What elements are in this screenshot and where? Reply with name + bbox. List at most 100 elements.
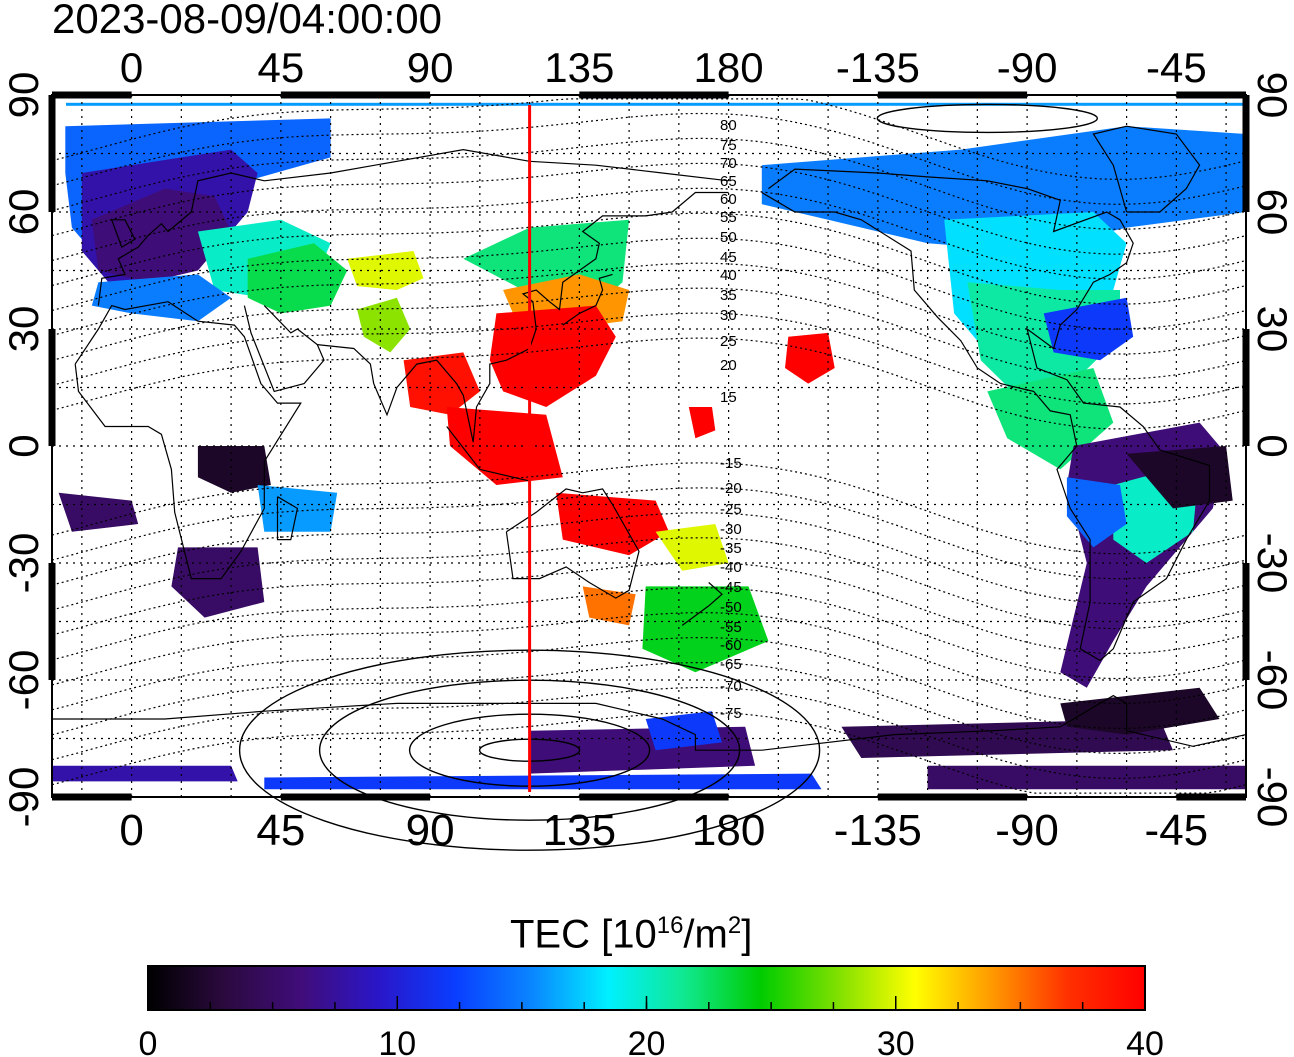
axis-tick-labels: 0 0 45 45 90 90 135 135 180 180 -135 -135 -90 -90 -45 -… (0, 44, 1294, 855)
x-tick-label-bottom: 45 (256, 806, 305, 855)
tec-patch (264, 773, 822, 790)
tec-patch (1126, 446, 1233, 509)
contour-label: -75 (720, 705, 742, 722)
contour-label: -20 (720, 480, 742, 497)
colorbar-tick-label: 10 (378, 1025, 416, 1057)
x-tick-label-bottom: 0 (119, 806, 143, 855)
contour-label: -25 (720, 501, 742, 518)
y-tick-label-left: -30 (0, 533, 47, 594)
contour-label: 65 (720, 173, 737, 190)
contour-label: -35 (720, 540, 742, 557)
contour-label: 45 (720, 249, 737, 266)
tec-patch (52, 765, 238, 782)
graticule (52, 95, 1246, 797)
contour-label: 55 (720, 209, 737, 226)
contour-label: 25 (720, 333, 737, 350)
y-tick-label-right: -30 (1249, 533, 1294, 594)
colorbar-tick-label: 0 (139, 1025, 158, 1057)
contour-label: -70 (720, 678, 742, 695)
coastline (761, 168, 1211, 662)
tec-patch (987, 368, 1114, 470)
contour-label: 30 (720, 307, 737, 324)
tec-patch (91, 188, 232, 283)
tec-patch (642, 586, 769, 673)
x-tick-label-bottom: -135 (834, 806, 922, 855)
x-tick-label-top: -135 (836, 44, 920, 91)
colorbar: 0 10 20 30 40 (139, 965, 1164, 1057)
coastline (74, 301, 302, 580)
colorbar-tick-label: 20 (628, 1025, 666, 1057)
tec-patch (655, 524, 729, 571)
colorbar-tick-label: 30 (877, 1025, 915, 1057)
y-tick-label-right: 60 (1249, 189, 1294, 236)
x-tick-label-bottom: 180 (692, 806, 765, 855)
contour-label: -55 (720, 619, 742, 636)
x-tick-label-top: -90 (997, 44, 1058, 91)
y-tick-label-right: 0 (1249, 434, 1294, 457)
contour-label: -65 (720, 656, 742, 673)
coastline (276, 496, 299, 541)
contour-label: -15 (720, 455, 742, 472)
contour-line (876, 103, 1098, 134)
contour-label: 50 (720, 229, 737, 246)
contour-label: -50 (720, 599, 742, 616)
x-tick-label-top: 135 (544, 44, 614, 91)
tec-patch (66, 102, 1246, 106)
coastline (1092, 125, 1201, 213)
coastline (681, 582, 723, 626)
map-frame (48, 91, 1250, 801)
tec-patch (403, 352, 480, 415)
y-tick-label-left: 60 (0, 189, 47, 236)
tec-patch (688, 407, 716, 439)
tec-patches (52, 102, 1246, 790)
colorbar-title-unit: /m (683, 912, 728, 957)
coastline (52, 694, 1247, 751)
contour-label: 70 (720, 155, 737, 172)
y-tick-label-right: 30 (1249, 306, 1294, 353)
tec-patch (489, 305, 616, 407)
coastline (243, 305, 325, 393)
tec-patch (357, 297, 411, 353)
contour-label: -60 (720, 637, 742, 654)
contour-label: 75 (720, 137, 737, 154)
coastline (505, 488, 640, 599)
tec-patch (171, 547, 265, 618)
contour-label: 20 (720, 357, 737, 374)
x-tick-label-top: 0 (120, 44, 143, 91)
y-tick-label-left: -90 (0, 767, 47, 828)
tec-patch (58, 492, 139, 532)
tec-patch (645, 711, 722, 751)
coastlines (52, 125, 1247, 751)
colorbar-title: TEC [1016/m2] (510, 903, 752, 957)
x-tick-label-top: 180 (694, 44, 764, 91)
tec-patch (1060, 687, 1220, 735)
tec-patch (197, 446, 271, 493)
colorbar-title-exponent: 16 (656, 912, 684, 939)
x-tick-label-top: 90 (407, 44, 454, 91)
tec-patch (1066, 477, 1127, 548)
tec-patch (347, 251, 424, 290)
contour-label: -30 (720, 521, 742, 538)
tec-patch (91, 274, 232, 322)
tec-patch (556, 492, 669, 556)
x-tick-label-bottom: 135 (543, 806, 616, 855)
tec-patch (927, 765, 1246, 790)
contour-label: 15 (720, 389, 737, 406)
y-tick-label-right: 90 (1249, 72, 1294, 119)
contour-label: 80 (720, 117, 737, 134)
x-tick-label-top: 45 (257, 44, 304, 91)
coastline (562, 273, 613, 326)
x-tick-label-bottom: -45 (1145, 806, 1209, 855)
y-tick-label-right: -60 (1249, 650, 1294, 711)
contour-label: -45 (720, 579, 742, 596)
contour-line (51, 98, 1247, 180)
tec-patch (446, 407, 563, 485)
contour-label: 60 (720, 191, 737, 208)
timestamp-label: 2023-08-09/04:00:00 (52, 0, 442, 42)
tec-patch (785, 332, 835, 384)
colorbar-title-suffix: ] (741, 912, 753, 957)
colorbar-title-unit-exponent: 2 (727, 912, 742, 939)
